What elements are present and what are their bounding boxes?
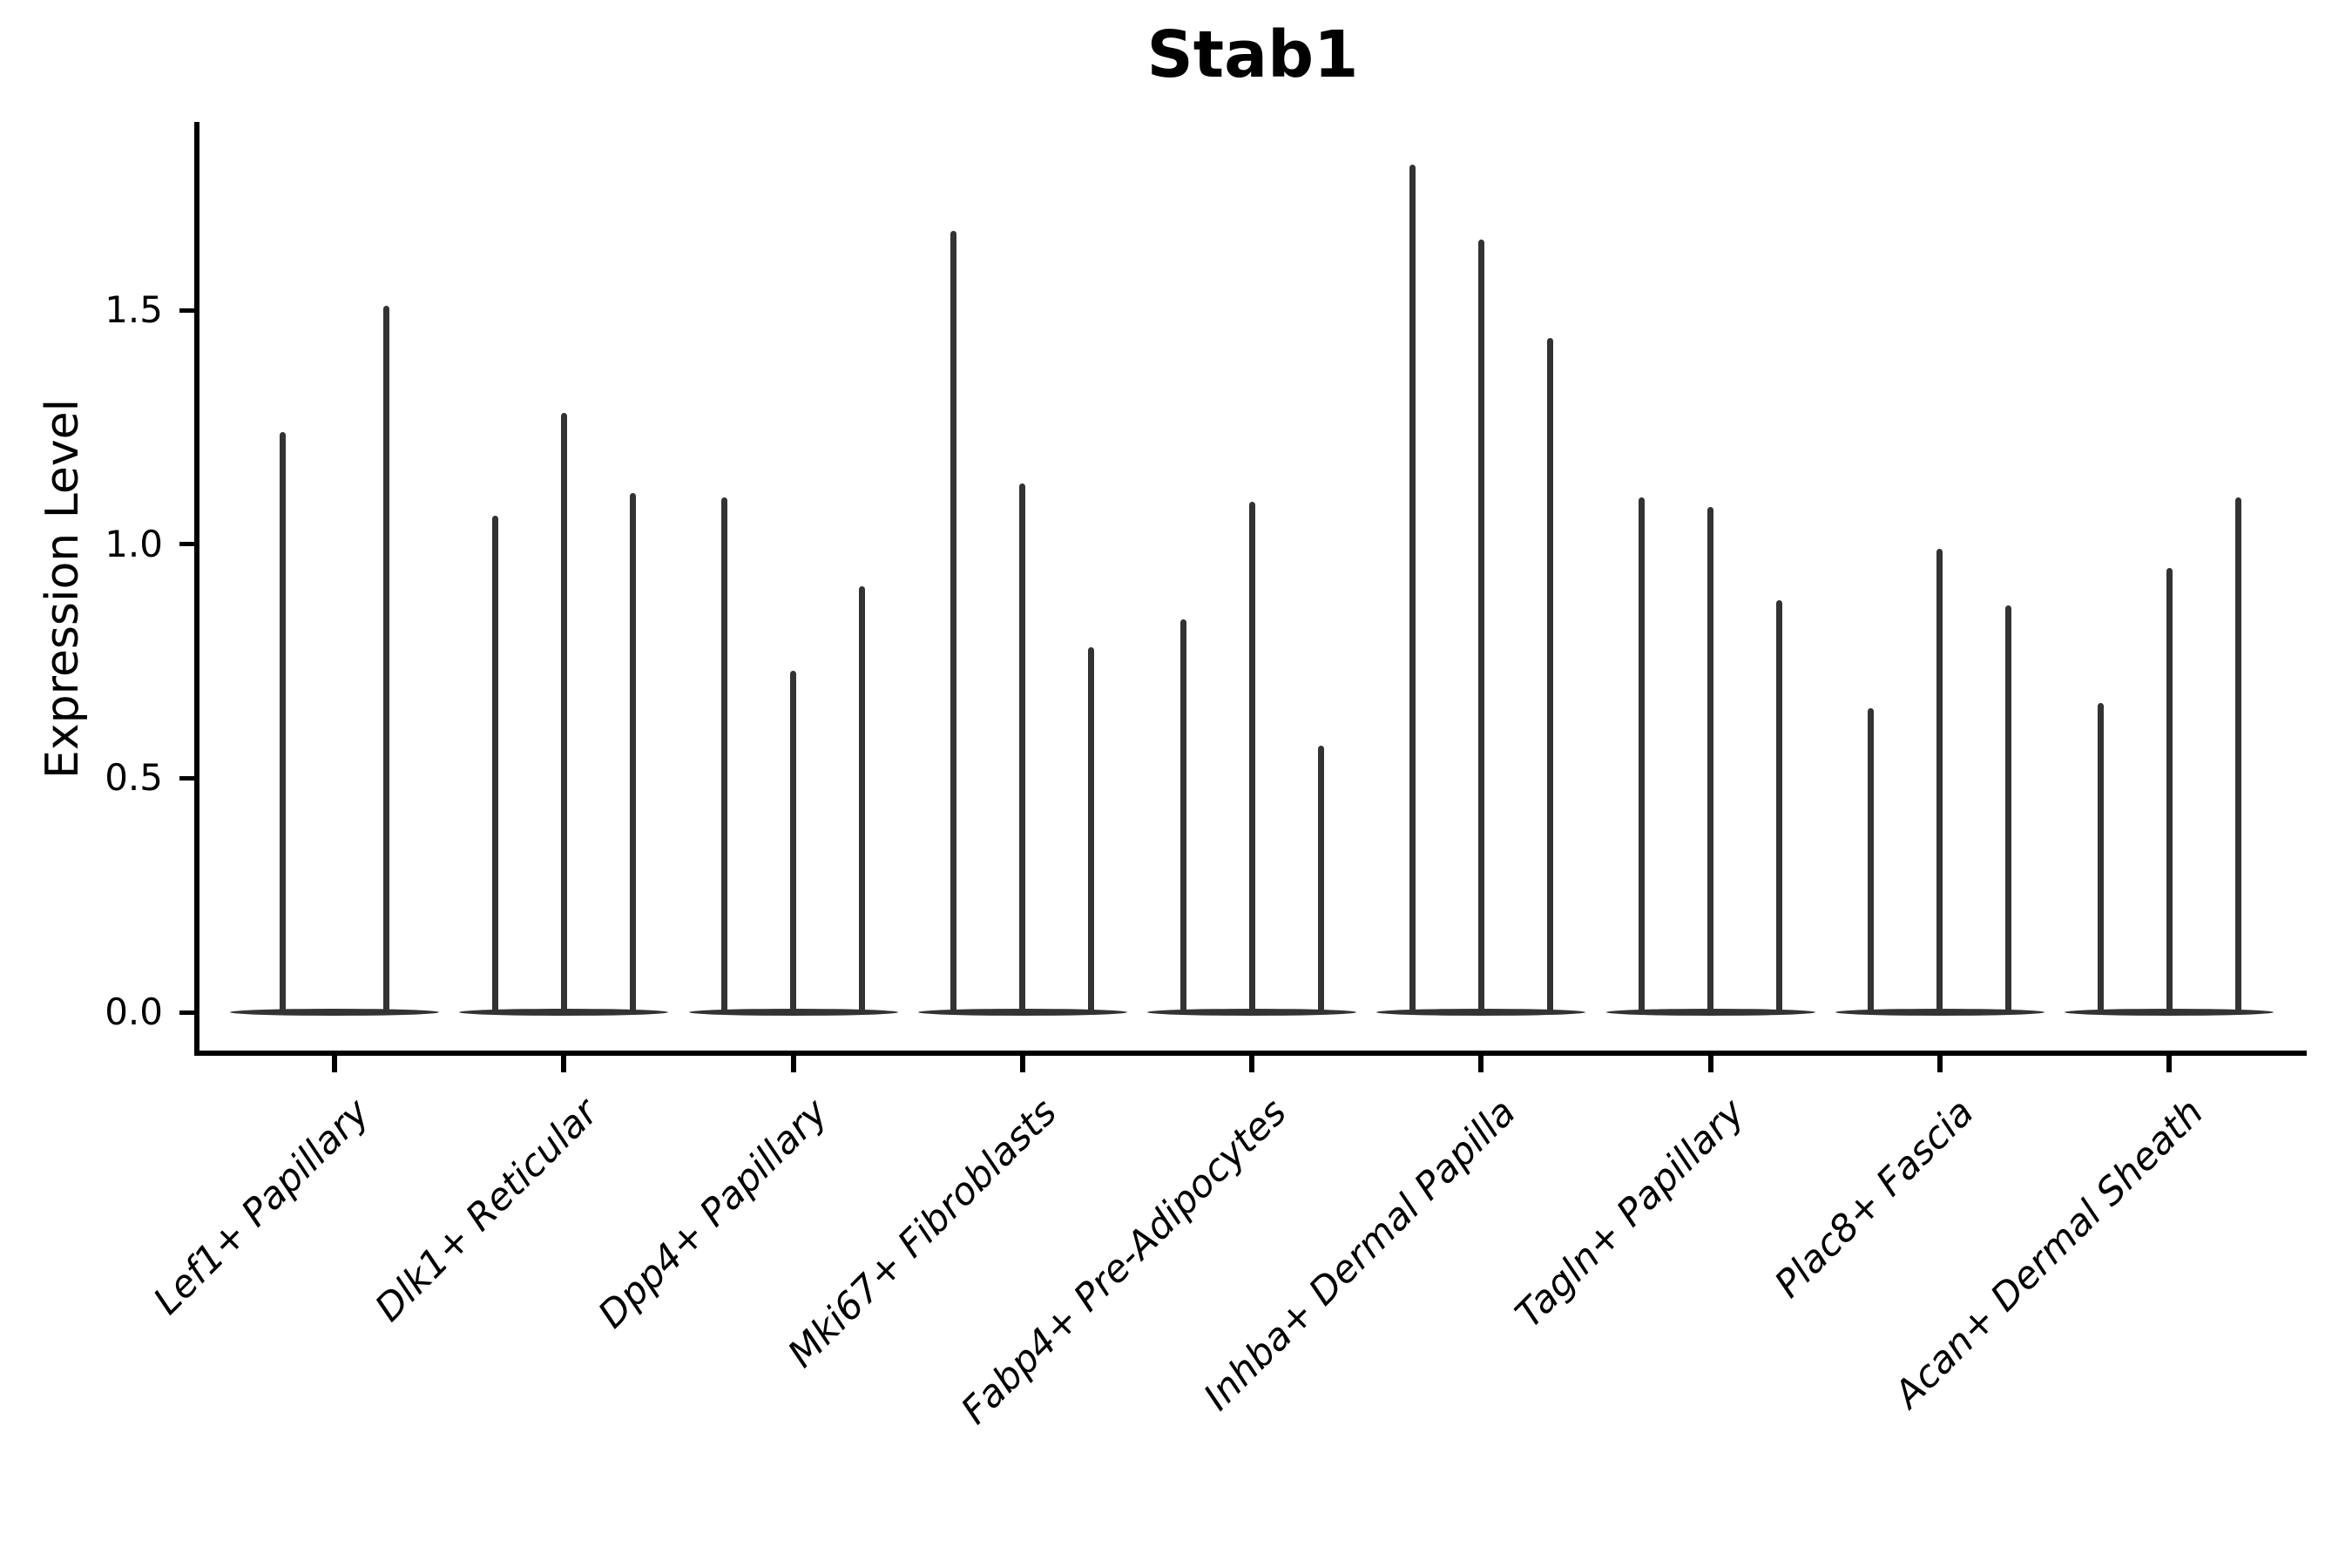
violin: [2005, 605, 2012, 1012]
x-tick-label: Dpp4+ Papillary: [590, 1091, 836, 1337]
x-axis-tick: [332, 1056, 337, 1072]
violin: [1317, 745, 1324, 1012]
y-tick-label: 0.0: [105, 990, 163, 1033]
violin-baseline: [2065, 1009, 2274, 1016]
y-tick-label: 0.5: [105, 756, 163, 800]
violin: [950, 230, 957, 1012]
y-axis-tick: [179, 775, 197, 781]
violin-baseline: [688, 1009, 898, 1016]
violin: [280, 431, 287, 1012]
violin: [1639, 497, 1645, 1012]
y-axis-tick: [179, 1010, 197, 1015]
violin: [1707, 506, 1713, 1012]
x-axis-tick: [1019, 1056, 1025, 1072]
violin: [1409, 165, 1416, 1012]
violin: [491, 516, 498, 1012]
y-tick-label: 1.0: [105, 522, 163, 565]
violin: [721, 497, 727, 1012]
violin: [1776, 600, 1782, 1012]
violin: [560, 413, 567, 1012]
x-tick-label: Lef1+ Papillary: [145, 1091, 378, 1323]
x-axis-tick: [2166, 1056, 2172, 1072]
violin: [382, 305, 389, 1012]
violin: [1477, 240, 1484, 1012]
violin: [1936, 549, 1943, 1012]
left-spine: [194, 122, 199, 1056]
violin-baseline: [1147, 1009, 1356, 1016]
x-axis-tick: [1707, 1056, 1713, 1072]
y-axis-tick: [179, 542, 197, 547]
y-tick-label: 1.5: [105, 288, 163, 332]
x-axis-tick: [1478, 1056, 1484, 1072]
y-axis-label: Expression Level: [37, 398, 89, 780]
x-tick-label: Dlk1+ Reticular: [367, 1091, 607, 1331]
violin: [2166, 567, 2173, 1012]
bottom-spine: [194, 1051, 2307, 1056]
violin: [2097, 703, 2104, 1012]
x-tick-label: Tagln+ Papillary: [1507, 1091, 1754, 1337]
violin: [1546, 338, 1553, 1012]
violin: [629, 492, 636, 1012]
violin-baseline: [917, 1009, 1127, 1016]
violin-baseline: [459, 1009, 669, 1016]
violin: [2234, 497, 2241, 1012]
x-axis-tick: [1936, 1056, 1943, 1072]
x-axis-tick: [790, 1056, 796, 1072]
violin-baseline: [1376, 1009, 1586, 1016]
violin: [1088, 646, 1095, 1012]
violin-baseline: [230, 1009, 439, 1016]
violin: [1179, 618, 1186, 1012]
violin: [1868, 707, 1875, 1012]
violin: [1248, 502, 1255, 1012]
y-axis-tick: [179, 308, 197, 313]
violin-baseline: [1605, 1009, 1815, 1016]
x-tick-label: Plac8+ Fascia: [1767, 1091, 1984, 1307]
chart-title: Stab1: [1146, 17, 1359, 92]
violin: [859, 586, 865, 1012]
violin: [1019, 483, 1026, 1012]
violin: [790, 670, 796, 1012]
x-axis-tick: [561, 1056, 567, 1072]
x-axis-tick: [1249, 1056, 1254, 1072]
violin-baseline: [1835, 1009, 2044, 1016]
